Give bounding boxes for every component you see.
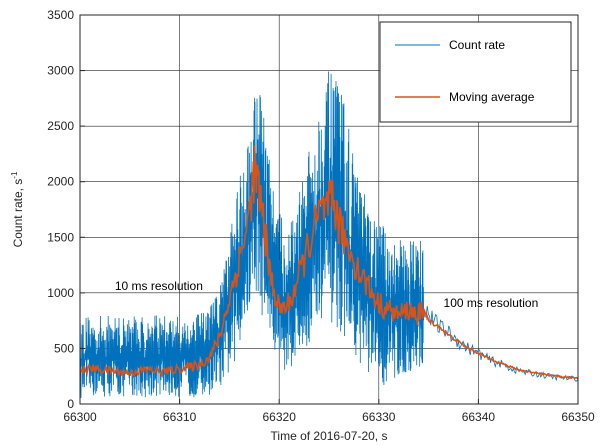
annotation-10ms: 10 ms resolution (115, 279, 203, 293)
x-axis: 66300 66310 66320 66330 66340 66350 (63, 399, 595, 424)
series-count-rate-line (79, 71, 579, 398)
y-tick-label: 3500 (47, 8, 74, 22)
legend: Count rate Moving average (379, 21, 572, 123)
y-axis-label: Count rate, s-1 (10, 171, 25, 247)
series-moving-average-line (79, 145, 579, 380)
plot-frame (79, 14, 579, 405)
x-tick-label: 66320 (263, 410, 297, 424)
y-tick-label: 1000 (47, 286, 74, 300)
annotation-100ms: 100 ms resolution (444, 296, 539, 310)
x-tick-label: 66350 (561, 410, 595, 424)
y-tick-label: 3000 (47, 64, 74, 78)
legend-label-count-rate: Count rate (449, 38, 505, 52)
x-axis-label: Time of 2016-07-20, s (271, 429, 388, 443)
x-tick-label: 66310 (163, 410, 197, 424)
y-tick-label: 1500 (47, 230, 74, 244)
y-axis: 0 500 1000 1500 2000 2500 3000 3500 (47, 8, 85, 411)
y-axis-label-text: Count rate, s (11, 179, 25, 248)
x-tick-label: 66300 (63, 410, 97, 424)
legend-box (379, 21, 572, 123)
y-tick-label: 0 (67, 397, 74, 411)
annotations: 10 ms resolution 100 ms resolution (115, 279, 538, 310)
y-tick-label: 2500 (47, 119, 74, 133)
x-tick-label: 66330 (362, 410, 396, 424)
y-axis-label-exponent: -1 (10, 171, 19, 179)
legend-label-moving-average: Moving average (449, 90, 535, 104)
plot-area (79, 71, 579, 398)
y-tick-label: 2000 (47, 175, 74, 189)
x-tick-label: 66340 (462, 410, 496, 424)
y-tick-label: 500 (54, 341, 74, 355)
